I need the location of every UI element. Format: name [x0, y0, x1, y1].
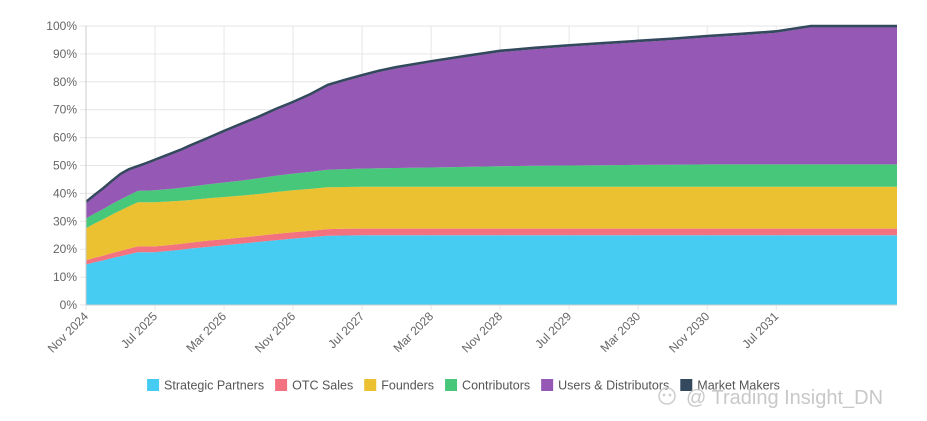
legend-swatch — [147, 379, 160, 391]
x-tick-label: Mar 2028 — [390, 309, 436, 355]
legend-label: Contributors — [462, 379, 530, 393]
legend-swatch — [445, 379, 458, 391]
legend-swatch — [275, 379, 288, 391]
area-users-distributors[interactable] — [86, 27, 897, 219]
y-tick-label: 40% — [53, 186, 77, 200]
y-tick-label: 20% — [53, 242, 77, 256]
legend-swatch — [680, 379, 693, 391]
y-tick-label: 90% — [53, 47, 77, 61]
x-tick-label: Nov 2026 — [252, 309, 298, 355]
legend-label: Founders — [381, 379, 434, 393]
y-tick-label: 100% — [46, 19, 77, 33]
legend-item-users-distributors[interactable]: Users & Distributors — [541, 379, 669, 393]
legend-item-otc-sales[interactable]: OTC Sales — [275, 379, 353, 393]
legend-item-strategic-partners[interactable]: Strategic Partners — [147, 379, 264, 393]
y-tick-label: 30% — [53, 214, 77, 228]
legend-item-market-makers[interactable]: Market Makers — [680, 379, 780, 393]
y-tick-label: 70% — [53, 103, 77, 117]
y-tick-label: 10% — [53, 270, 77, 284]
legend-item-contributors[interactable]: Contributors — [445, 379, 530, 393]
area-series-layer — [85, 24, 897, 305]
axes — [85, 26, 897, 306]
x-axis-tick-labels: Nov 2024 Jul 2025 Mar 2026 Nov 2026 Jul 2027… — [45, 309, 782, 355]
x-tick-label: Mar 2026 — [183, 309, 229, 355]
watermark-text: @ Trading Insight_DN — [686, 387, 883, 409]
legend: Strategic Partners OTC Sales Founders Contr… — [147, 379, 780, 393]
y-tick-label: 80% — [53, 75, 77, 89]
x-tick-label: Jul 2029 — [532, 309, 574, 351]
area-contributors[interactable] — [86, 164, 897, 229]
x-tick-label: Nov 2024 — [45, 309, 91, 355]
x-tick-label: Mar 2030 — [598, 309, 644, 355]
legend-item-founders[interactable]: Founders — [364, 379, 434, 393]
x-tick-label: Nov 2028 — [459, 309, 505, 355]
y-tick-label: 0% — [60, 298, 78, 312]
area-otc-sales[interactable] — [86, 228, 897, 265]
area-founders[interactable] — [86, 186, 897, 261]
legend-label: OTC Sales — [292, 379, 353, 393]
y-tick-label: 60% — [53, 131, 77, 145]
legend-swatch — [541, 379, 554, 391]
area-market-makers-outline — [85, 24, 897, 203]
x-tick-label: Jul 2025 — [118, 309, 160, 351]
x-tick-label: Jul 2027 — [325, 309, 367, 351]
y-axis-tick-labels: 0% 10% 20% 30% 40% 50% 60% 70% 80% 90% 100% — [46, 19, 77, 312]
area-strategic-partners[interactable] — [86, 235, 897, 305]
legend-swatch — [364, 379, 377, 391]
x-tick-label: Jul 2031 — [739, 309, 781, 351]
legend-label: Market Makers — [697, 379, 780, 393]
x-tick-label: Nov 2030 — [666, 309, 712, 355]
watermark-logo-icon — [658, 387, 676, 405]
legend-label: Strategic Partners — [164, 379, 264, 393]
watermark: @ Trading Insight_DN — [658, 387, 883, 409]
legend-label: Users & Distributors — [558, 379, 669, 393]
y-tick-label: 50% — [53, 159, 77, 173]
